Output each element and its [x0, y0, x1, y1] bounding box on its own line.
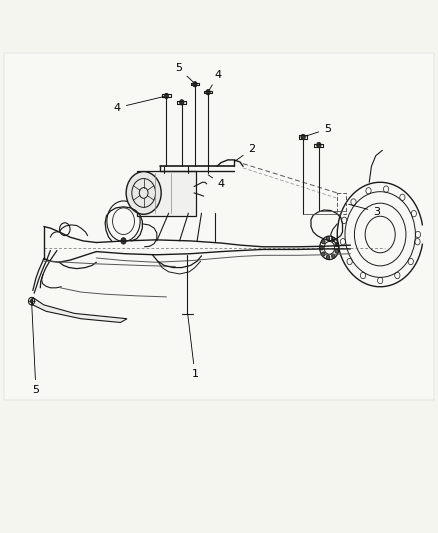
Circle shape [321, 252, 325, 256]
Circle shape [326, 255, 330, 260]
Circle shape [321, 239, 325, 244]
Circle shape [317, 142, 321, 148]
Circle shape [326, 236, 330, 240]
Circle shape [121, 238, 126, 244]
Circle shape [126, 172, 161, 214]
Text: 2: 2 [234, 144, 255, 161]
Circle shape [301, 134, 305, 140]
Text: 1: 1 [188, 314, 198, 379]
Circle shape [332, 254, 335, 259]
Circle shape [320, 246, 323, 250]
Circle shape [335, 243, 339, 247]
Circle shape [206, 90, 210, 95]
Circle shape [193, 82, 197, 87]
Circle shape [180, 100, 184, 105]
Text: 5: 5 [32, 303, 39, 395]
Polygon shape [32, 297, 127, 322]
Circle shape [335, 249, 339, 253]
FancyBboxPatch shape [137, 171, 196, 216]
Text: 4: 4 [114, 96, 164, 112]
Text: 5: 5 [306, 124, 331, 136]
Text: 5: 5 [175, 63, 193, 82]
FancyBboxPatch shape [4, 53, 434, 400]
Text: 3: 3 [349, 204, 380, 216]
Text: 4: 4 [209, 70, 222, 90]
Circle shape [332, 237, 335, 241]
Text: 4: 4 [208, 175, 225, 189]
Circle shape [164, 93, 169, 99]
Circle shape [30, 300, 33, 303]
